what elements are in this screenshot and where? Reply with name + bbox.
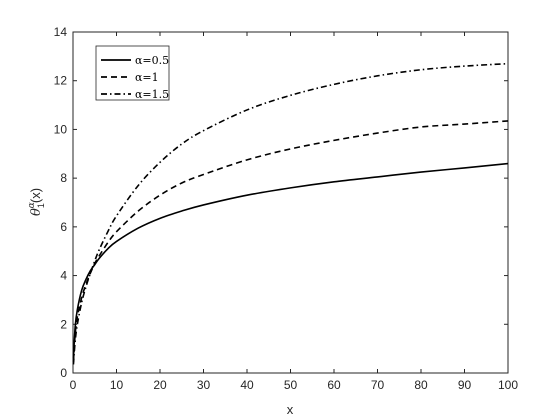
- y-tick-label: 10: [54, 122, 68, 136]
- x-tick-label: 0: [70, 378, 77, 392]
- x-tick-label: 20: [153, 378, 167, 392]
- y-axis-title-superscript: α: [27, 202, 37, 208]
- x-axis-title: x: [287, 402, 294, 417]
- series-line-2: [72, 120, 509, 363]
- x-tick-label: 40: [240, 378, 254, 392]
- y-tick-label: 6: [60, 220, 67, 234]
- y-axis-title-suffix: (x): [28, 188, 43, 203]
- x-tick-label: 100: [498, 378, 518, 392]
- x-tick-label: 60: [327, 378, 341, 392]
- y-tick-label: 8: [60, 171, 67, 185]
- legend-box: [95, 45, 170, 101]
- x-tick-label: 70: [371, 378, 385, 392]
- x-tick-label: 10: [110, 378, 124, 392]
- x-tick-label: 90: [458, 378, 472, 392]
- y-axis-title-base: θ: [29, 208, 44, 216]
- y-tick-label: 0: [60, 366, 67, 380]
- axis-ticks: 0 10 20 30 40 50 60 70 80 90 100 0 2 4 6 8 10 12 14: [54, 25, 519, 392]
- x-tick-label: 80: [414, 378, 428, 392]
- legend-label-1: α=0.5: [135, 54, 169, 67]
- series-layer: [72, 62, 509, 365]
- y-tick-label: 14: [54, 25, 68, 39]
- y-tick-label: 12: [54, 74, 68, 88]
- x-tick-label: 30: [197, 378, 211, 392]
- y-tick-label: 4: [60, 269, 67, 283]
- y-axis-title: θα1(x): [27, 188, 46, 216]
- legend-label-3: α=1.5: [135, 88, 169, 101]
- y-axis-title-subscript: 1: [36, 203, 46, 208]
- series-line-3: [72, 62, 509, 365]
- legend: α=0.5 α=1 α=1.5: [95, 45, 170, 101]
- y-tick-label: 2: [60, 317, 67, 331]
- legend-label-2: α=1: [135, 71, 159, 84]
- x-tick-label: 50: [284, 378, 298, 392]
- series-line-1: [72, 162, 509, 359]
